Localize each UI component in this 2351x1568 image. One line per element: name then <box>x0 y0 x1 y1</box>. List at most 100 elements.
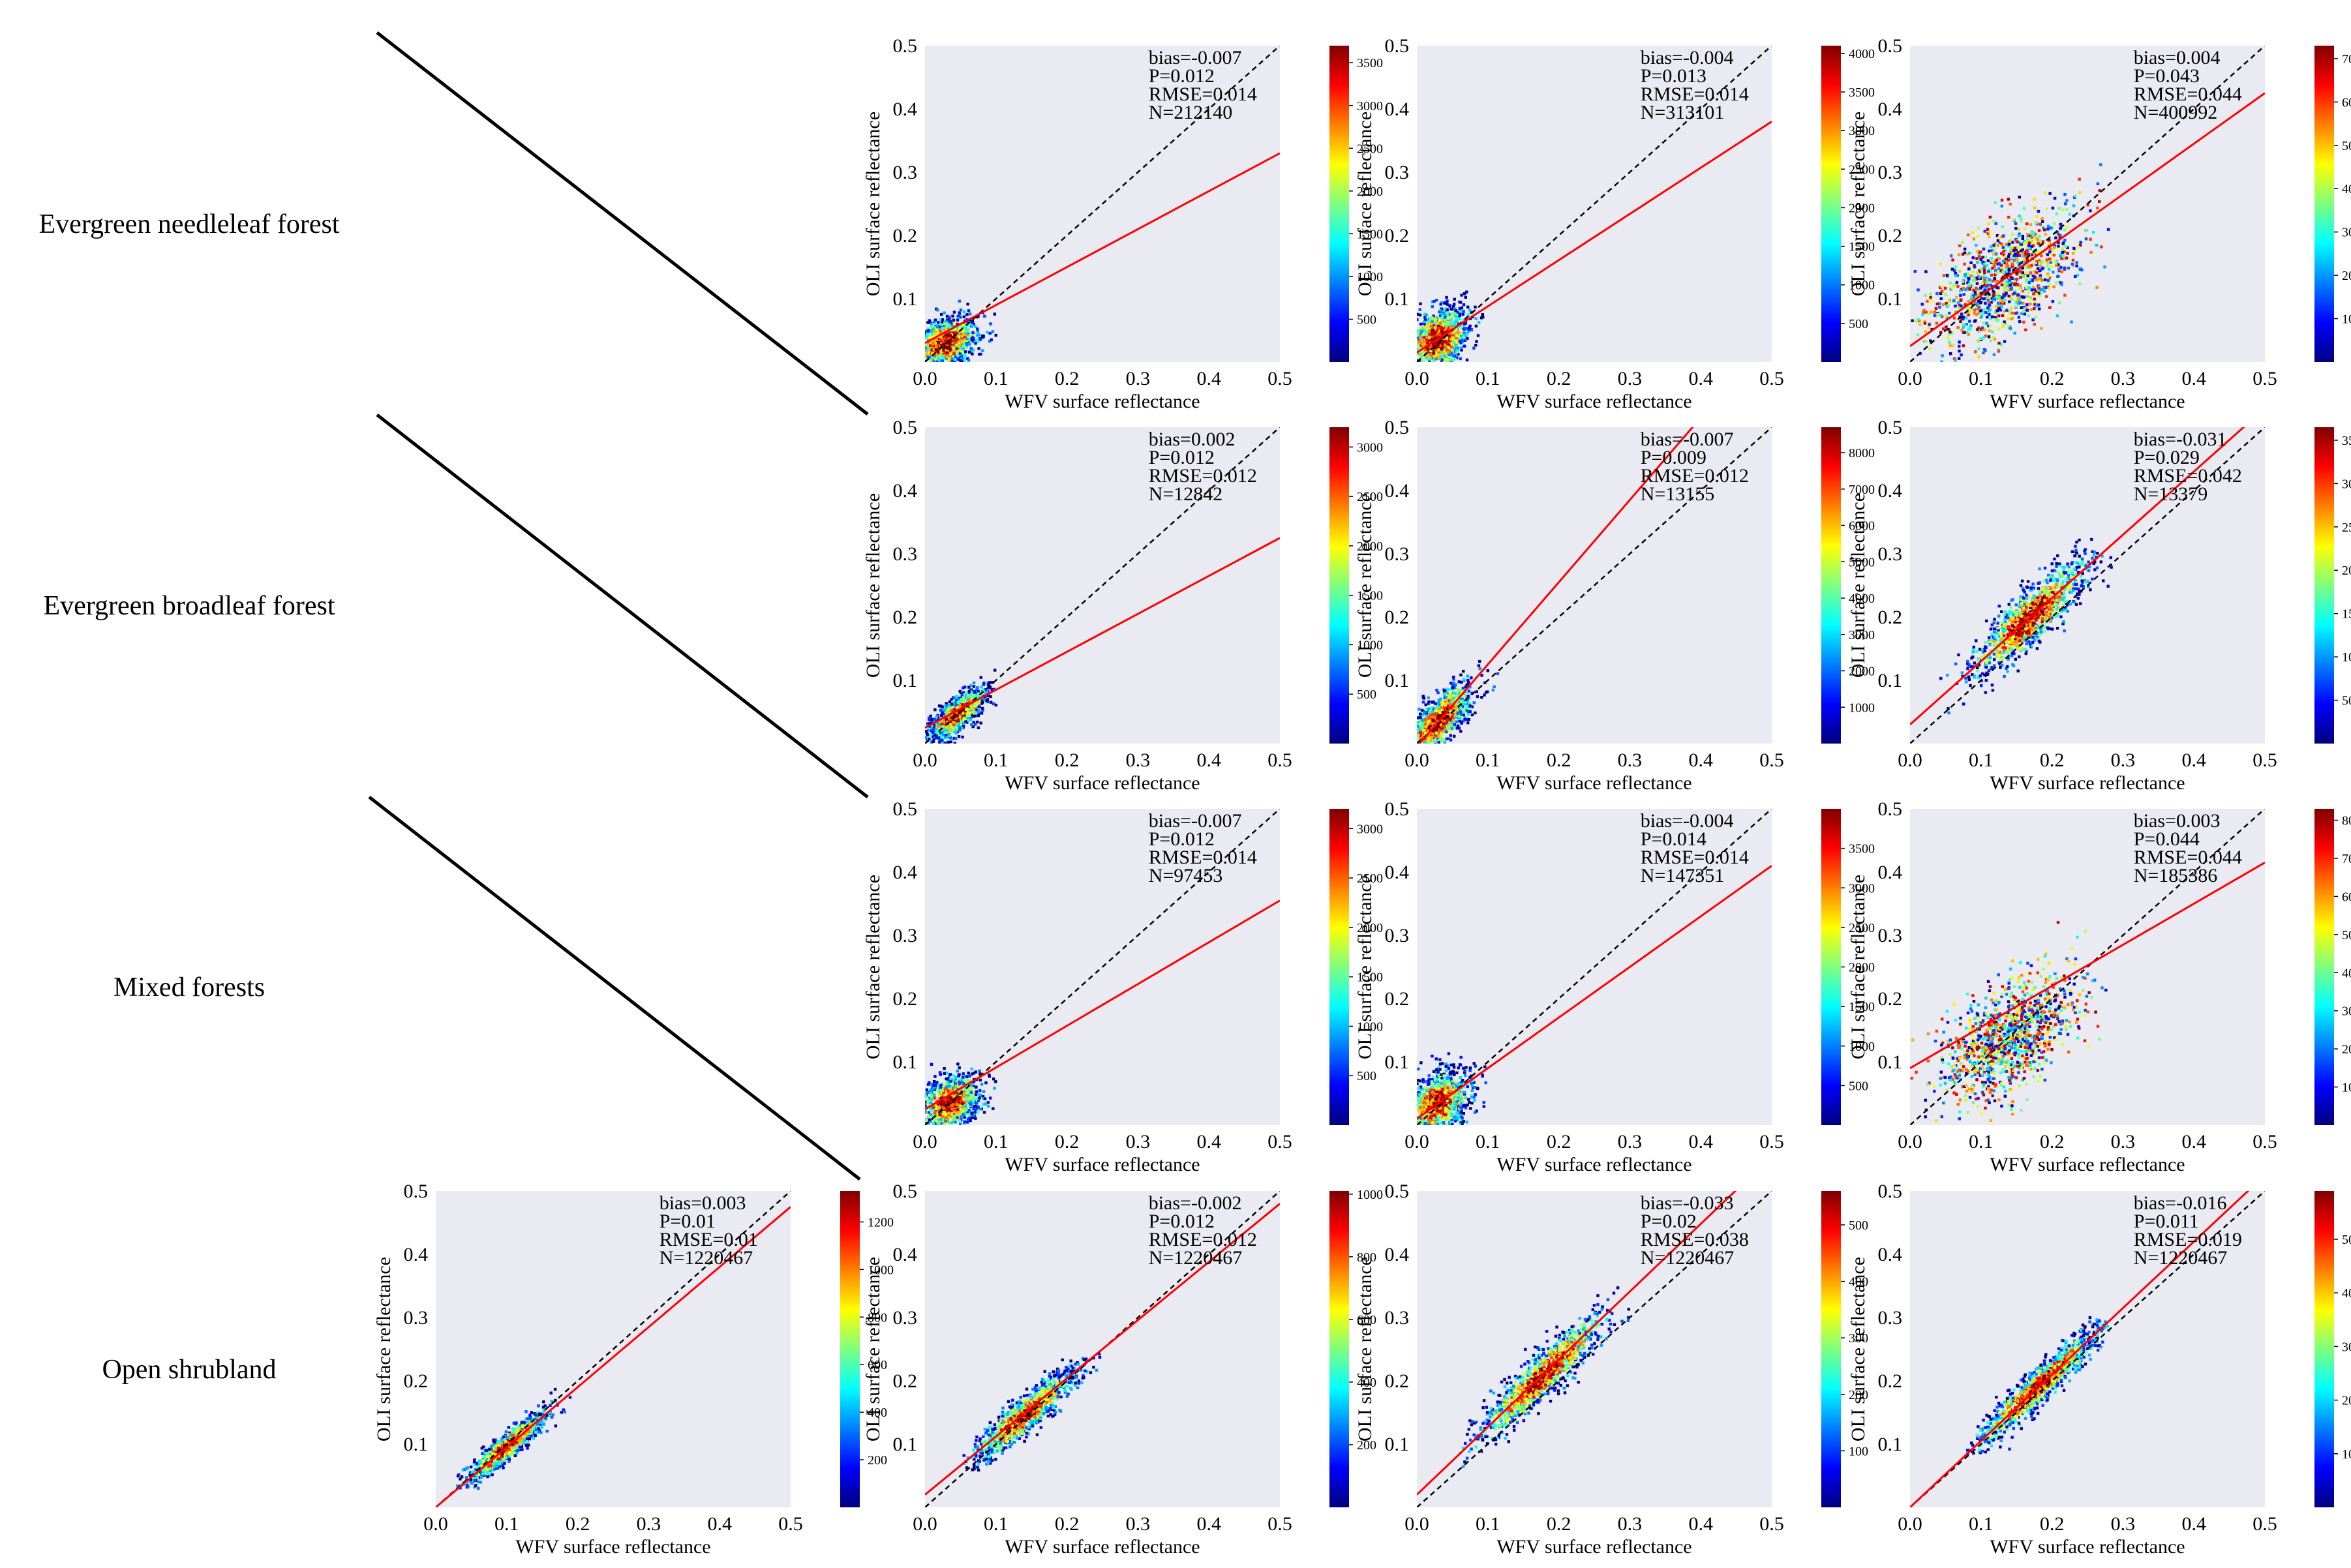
scatter-point <box>965 718 968 721</box>
colorbar-tick-label: 50 <box>2342 139 2351 153</box>
colorbar-tick-label: 1500 <box>1849 240 1875 254</box>
scatter-point <box>2025 277 2029 280</box>
scatter-point <box>1969 305 1972 308</box>
scatter-point <box>1420 718 1424 722</box>
scatter-point <box>930 322 933 325</box>
scatter-point <box>1920 303 1924 306</box>
scatter-point <box>2070 262 2074 266</box>
stats-annotation: bias=0.004 <box>2134 47 2221 68</box>
colorbar-tick-label: 2500 <box>1849 162 1875 177</box>
scatter-point <box>2010 311 2014 315</box>
scatter-point <box>2022 275 2025 279</box>
scatter-point <box>1957 253 1961 256</box>
scatter-point <box>1418 339 1421 342</box>
scatter-point <box>1986 259 1990 262</box>
scatter-point <box>2039 222 2042 226</box>
scatter-point <box>1418 308 1421 311</box>
scatter-point <box>977 333 980 337</box>
scatter-point <box>971 352 974 355</box>
scatter-point <box>1975 276 1979 280</box>
scatter-point <box>974 723 977 726</box>
stats-annotation: P=0.012 <box>1149 447 1215 468</box>
scatter-point <box>947 707 950 711</box>
scatter-point <box>1419 322 1423 326</box>
scatter-point <box>1958 305 1961 309</box>
scatter-point <box>2004 254 2007 258</box>
scatter-point <box>980 335 984 339</box>
scatter-point <box>984 690 988 693</box>
scatter-point <box>2004 269 2007 273</box>
scatter-point <box>1417 329 1419 333</box>
scatter-point <box>2060 257 2063 260</box>
scatter-point <box>969 325 973 328</box>
scatter-point <box>2022 240 2026 243</box>
scatter-point <box>2055 281 2058 284</box>
y-tick-label: 0.4 <box>1878 98 1903 120</box>
scatter-point <box>930 729 933 732</box>
scatter-point <box>1979 250 1982 254</box>
scatter-point <box>952 708 956 712</box>
empty-panel-diagonal <box>368 796 861 1181</box>
scatter-point <box>930 325 933 329</box>
scatter-point <box>990 338 993 342</box>
scatter-point <box>1991 249 1994 252</box>
scatter-point <box>925 355 927 359</box>
scatter-point <box>1423 325 1427 329</box>
scatter-point <box>977 347 980 350</box>
scatter-point <box>976 333 979 337</box>
scatter-point <box>1417 312 1420 316</box>
scatter-point <box>2009 285 2012 289</box>
scatter-point <box>967 717 970 720</box>
scatter-point <box>1463 716 1467 719</box>
scatter-point <box>1998 241 2002 245</box>
scatter-point <box>948 357 951 360</box>
scatter-point <box>960 339 964 342</box>
scatter-point <box>941 735 945 739</box>
scatter-point <box>1443 740 1446 744</box>
scatter-point <box>2032 286 2035 289</box>
scatter-point <box>937 724 940 728</box>
stats-annotation: RMSE=0.044 <box>2134 83 2242 105</box>
scatter-point <box>1990 256 1994 260</box>
scatter-point <box>926 333 930 337</box>
scatter-point <box>945 704 948 707</box>
scatter-point <box>941 326 944 330</box>
scatter-point <box>957 724 960 727</box>
scatter-point <box>1424 708 1427 711</box>
scatter-point <box>940 344 943 347</box>
scatter-point <box>2059 265 2063 269</box>
scatter-point <box>1423 329 1426 333</box>
scatter-point <box>1440 729 1443 733</box>
scatter-point <box>2080 268 2084 272</box>
scatter-point <box>958 715 962 719</box>
scatter-point <box>955 728 958 731</box>
scatter-point <box>1476 334 1480 337</box>
scatter-point <box>1973 309 1977 312</box>
scatter-point <box>1434 322 1437 325</box>
scatter-point <box>948 320 951 324</box>
scatter-point <box>967 324 970 327</box>
scatter-point <box>1980 275 1983 279</box>
scatter-point <box>930 359 933 362</box>
scatter-point <box>927 356 930 359</box>
scatter-point <box>1988 303 1992 307</box>
scatter-point <box>1440 301 1444 304</box>
scatter-point <box>1994 306 1997 309</box>
scatter-point <box>925 348 928 352</box>
scatter-point <box>978 353 981 356</box>
scatter-point <box>927 351 931 355</box>
scatter-point <box>962 315 965 318</box>
scatter-point <box>1434 342 1438 346</box>
scatter-point <box>2078 177 2081 181</box>
scatter-point <box>929 714 932 718</box>
scatter-point <box>958 689 962 693</box>
y-tick-label: 0.4 <box>1385 98 1410 120</box>
scatter-point <box>1979 277 1982 280</box>
scatter-point <box>1421 695 1425 698</box>
scatter-point <box>939 338 942 341</box>
scatter-point <box>1438 344 1442 347</box>
scatter-point <box>1942 327 1945 331</box>
scatter-point <box>1935 292 1939 295</box>
scatter-point <box>938 329 942 333</box>
scatter-point <box>2031 244 2035 247</box>
